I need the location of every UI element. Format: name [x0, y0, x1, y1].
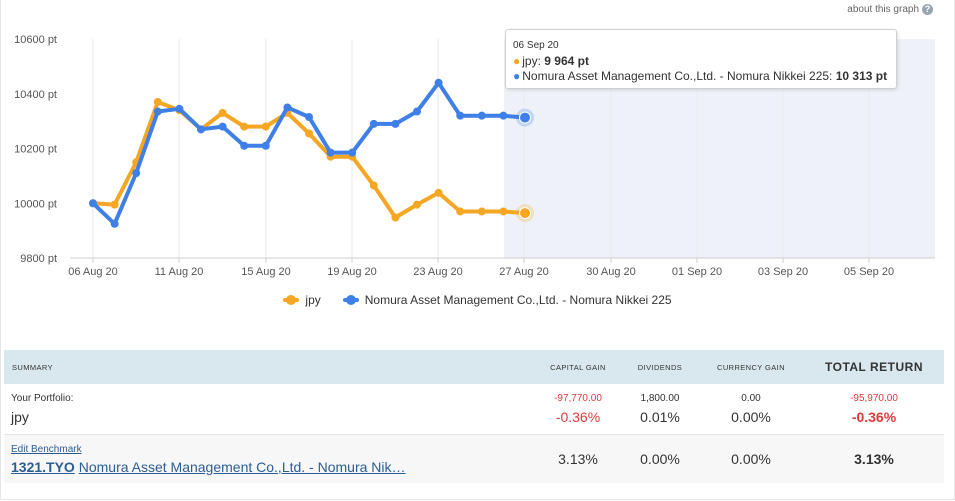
about-graph-link[interactable]: about this graph ? [847, 4, 933, 15]
data-point [240, 122, 249, 131]
chart-legend: jpy Nomura Asset Management Co.,Ltd. - N… [0, 293, 955, 307]
tooltip-bullet: ● [513, 69, 521, 83]
capital-gain-abs: -97,770.00 [554, 393, 602, 404]
tooltip-label: Nomura Asset Management Co.,Ltd. - Nomur… [522, 69, 836, 83]
legend-label[interactable]: jpy [305, 293, 321, 307]
data-point [283, 103, 292, 112]
dividends-abs: 1,800.00 [640, 393, 680, 404]
x-tick-label: 27 Aug 20 [499, 266, 549, 278]
summary-header: SUMMARY CAPITAL GAIN DIVIDENDS CURRENCY … [4, 350, 944, 384]
data-point [305, 113, 313, 122]
data-point [477, 207, 486, 216]
legend-symbol [342, 295, 359, 305]
header-dividends: DIVIDENDS [637, 362, 683, 372]
x-tick-label: 06 Aug 20 [68, 266, 118, 278]
tooltip-date: 06 Sep 20 [513, 40, 559, 51]
tooltip-label: jpy: [522, 54, 545, 68]
data-point [261, 122, 270, 131]
data-point [434, 78, 443, 87]
data-point [434, 188, 443, 197]
x-tick-label: 01 Sep 20 [672, 266, 722, 278]
benchmark-dividends: 0.00% [640, 451, 680, 467]
currency-gain-pct: 0.00% [731, 409, 771, 425]
x-tick-label: 19 Aug 20 [327, 266, 377, 278]
data-point [218, 108, 227, 117]
y-tick-label: 9800 pt [20, 253, 57, 265]
data-point [305, 129, 313, 138]
data-point [218, 122, 227, 131]
x-tick-label: 23 Aug 20 [413, 266, 463, 278]
header-total-return: TOTAL RETURN [825, 360, 923, 374]
data-point [391, 213, 400, 222]
benchmark-currency-gain: 0.00% [731, 451, 771, 467]
benchmark-capital-gain: 3.13% [558, 451, 598, 467]
tooltip-value: 9 964 pt [544, 54, 589, 68]
data-point [197, 125, 205, 134]
data-point [89, 199, 97, 208]
header-summary: SUMMARY [12, 362, 53, 372]
capital-gain-pct: -0.36% [555, 409, 601, 425]
tooltip-row-jpy: ● jpy: 9 964 pt [513, 54, 589, 68]
data-point [369, 119, 378, 128]
y-tick-label: 10400 pt [14, 89, 57, 101]
data-point [326, 148, 335, 157]
data-point [110, 200, 119, 209]
portfolio-label: Your Portfolio: [11, 393, 74, 404]
data-point [132, 169, 141, 178]
total-return-pct: -0.36% [851, 409, 897, 425]
data-point [477, 111, 486, 120]
y-tick-label: 10200 pt [14, 144, 57, 156]
header-currency-gain: CURRENCY GAIN [717, 362, 785, 372]
benchmark-total-return: 3.13% [854, 451, 894, 467]
portfolio-row: Your Portfolio: jpy -97,770.00 -0.36% 1,… [4, 384, 944, 435]
x-tick-label: 05 Sep 20 [844, 266, 894, 278]
highlight-point [519, 111, 531, 124]
y-tick-label: 10000 pt [14, 198, 57, 210]
benchmark-ticker-link[interactable]: 1321.TYO [11, 459, 75, 475]
data-point [153, 107, 162, 116]
header-capital-gain: CAPITAL GAIN [550, 362, 606, 372]
data-point [413, 200, 421, 209]
data-point [456, 111, 465, 120]
tooltip-value: 10 313 pt [835, 69, 888, 83]
benchmark-row: Edit Benchmark 1321.TYO Nomura Asset Man… [4, 435, 944, 483]
x-tick-label: 03 Sep 20 [758, 266, 808, 278]
data-point [456, 207, 465, 216]
edit-benchmark-link[interactable]: Edit Benchmark [11, 444, 82, 455]
data-point [413, 107, 421, 116]
data-point [261, 141, 270, 150]
about-graph-label[interactable]: about this graph [847, 4, 919, 15]
data-point [369, 181, 378, 190]
data-point [348, 148, 357, 157]
data-point [175, 104, 184, 113]
legend-item-jpy[interactable]: jpy [283, 293, 321, 307]
highlight-point [519, 207, 531, 220]
data-point [153, 97, 162, 106]
chart-tooltip: 06 Sep 20 ● jpy: 9 964 pt ● Nomura Asset M… [505, 29, 897, 89]
benchmark-name-link[interactable]: Nomura Asset Management Co.,Ltd. - Nomur… [78, 459, 406, 475]
total-return-abs: -95,970.00 [850, 393, 898, 404]
y-tick-label: 10600 pt [14, 34, 57, 46]
benchmark-title: 1321.TYO Nomura Asset Management Co.,Ltd… [11, 459, 406, 475]
data-point [240, 141, 249, 150]
portfolio-name: jpy [11, 409, 29, 425]
dividends-pct: 0.01% [640, 409, 680, 425]
tooltip-bullet: ● [513, 54, 521, 68]
x-tick-label: 15 Aug 20 [241, 266, 291, 278]
x-tick-label: 30 Aug 20 [586, 266, 636, 278]
x-tick-label: 11 Aug 20 [155, 266, 204, 278]
legend-symbol [283, 295, 300, 305]
legend-item-nikkei[interactable]: Nomura Asset Management Co.,Ltd. - Nomur… [342, 293, 672, 307]
question-icon[interactable]: ? [922, 4, 933, 15]
summary-table: SUMMARY CAPITAL GAIN DIVIDENDS CURRENCY … [4, 350, 944, 483]
data-point [499, 111, 508, 120]
data-point [110, 219, 119, 228]
tooltip-row-nikkei: ● Nomura Asset Management Co.,Ltd. - Nomu… [513, 69, 887, 83]
currency-gain-abs: 0.00 [741, 393, 761, 404]
data-point [391, 119, 400, 128]
legend-label[interactable]: Nomura Asset Management Co.,Ltd. - Nomur… [364, 293, 672, 307]
data-point [499, 207, 508, 216]
